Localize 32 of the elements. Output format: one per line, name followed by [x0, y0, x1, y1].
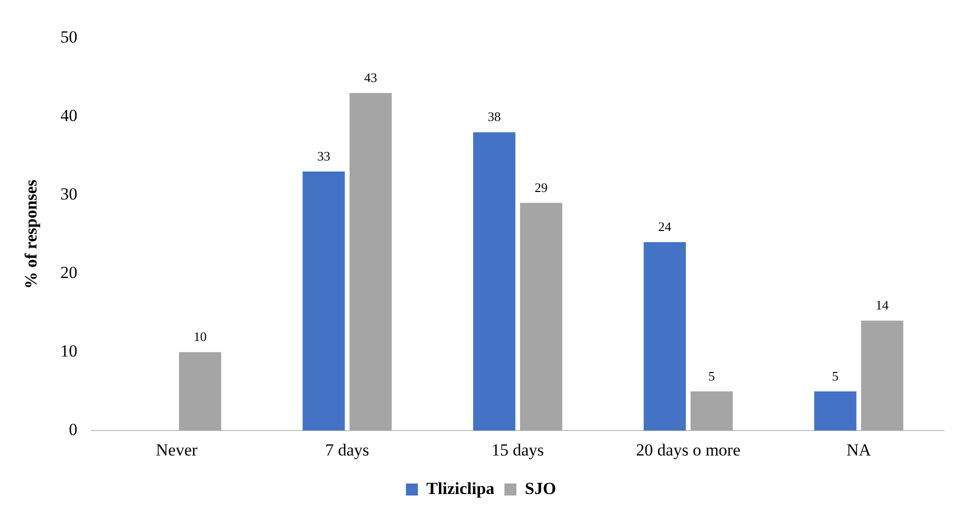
y-tick-label: 30 [60, 184, 78, 204]
x-tick-label: 20 days o more [636, 440, 740, 460]
data-label: 10 [194, 329, 207, 344]
bar [690, 391, 733, 431]
bar [302, 171, 345, 431]
legend-label: SJO [524, 478, 556, 498]
y-tick-label: 0 [68, 420, 78, 440]
bar [644, 242, 686, 431]
bar [350, 92, 392, 431]
data-label: 43 [364, 70, 378, 85]
x-tick-label: NA [846, 440, 872, 460]
data-label: 5 [708, 368, 715, 384]
bar [473, 132, 516, 431]
x-tick-label: Never [156, 440, 198, 460]
data-label: 24 [658, 219, 672, 234]
x-tick-label: 15 days [491, 440, 544, 460]
y-tick-label: 40 [60, 106, 78, 125]
data-label: 29 [534, 180, 548, 195]
y-tick-label: 20 [60, 263, 78, 282]
x-tick-label: 7 days [325, 440, 370, 460]
bar [861, 320, 904, 431]
legend-label: Tliziclipa [426, 478, 495, 498]
y-axis-title: % of responses [22, 179, 41, 289]
bar [814, 391, 856, 431]
bar [520, 202, 562, 431]
data-label: 14 [876, 298, 890, 313]
y-tick-label: 50 [60, 27, 78, 46]
data-label: 38 [488, 109, 501, 124]
data-label: 33 [317, 148, 330, 164]
y-tick-label: 10 [60, 342, 78, 361]
bar [179, 352, 222, 431]
data-label: 5 [832, 368, 839, 384]
